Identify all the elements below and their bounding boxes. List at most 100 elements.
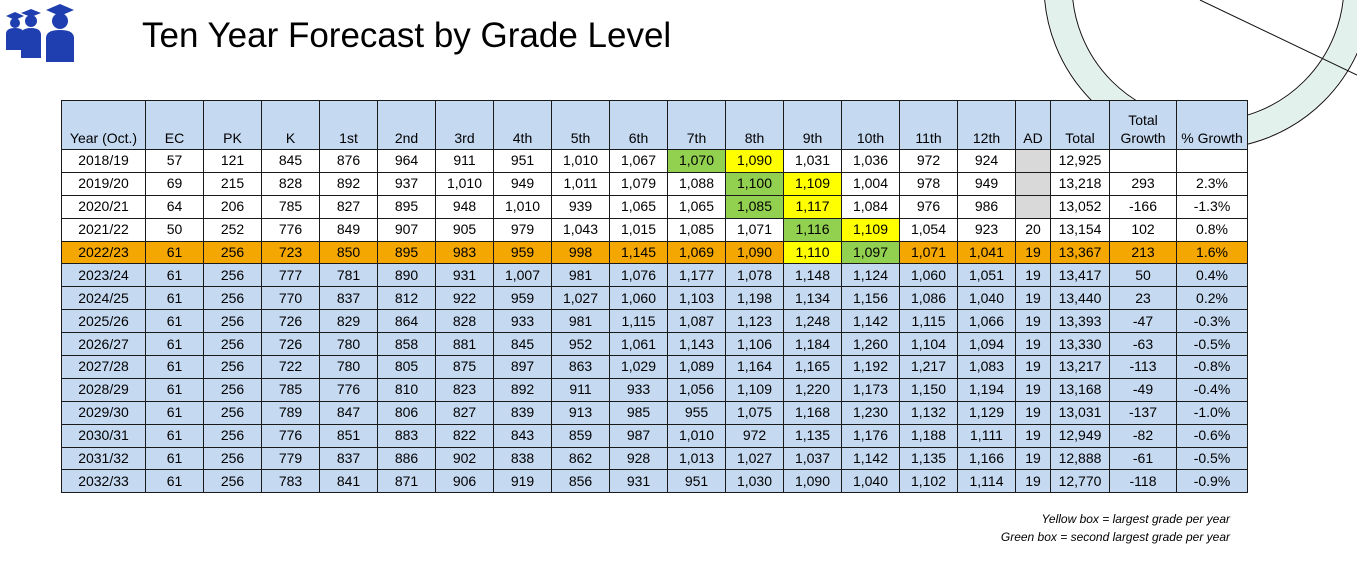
table-cell: 979 (493, 217, 552, 242)
table-cell: 983 (435, 240, 494, 265)
table-cell: 812 (377, 286, 436, 311)
table-cell: 806 (377, 400, 436, 425)
table-cell: 1,088 (667, 171, 726, 196)
table-cell: 50 (145, 217, 204, 242)
column-header: 12th (957, 100, 1016, 150)
table-cell: 256 (203, 286, 262, 311)
table-cell: 13,330 (1050, 332, 1110, 357)
table-cell: 837 (319, 446, 378, 471)
table-cell: 61 (145, 423, 204, 448)
table-cell: 951 (667, 469, 726, 494)
table-cell: 875 (435, 355, 494, 379)
table-cell: 121 (203, 149, 262, 173)
table-cell: 61 (145, 240, 204, 265)
table-cell: 1,198 (725, 286, 784, 311)
table-cell: 1,150 (899, 377, 958, 402)
table-cell (1015, 149, 1051, 173)
table-cell: 839 (493, 400, 552, 425)
column-header: K (261, 100, 320, 150)
table-cell: 1,117 (783, 194, 842, 219)
table-cell: 1,071 (899, 240, 958, 265)
table-cell: -0.8% (1176, 355, 1248, 379)
table-cell: 1,010 (667, 423, 726, 448)
table-cell: 1,145 (609, 240, 668, 265)
table-cell: 1,248 (783, 309, 842, 334)
table-cell: 1,013 (667, 446, 726, 471)
table-cell: 1,165 (783, 355, 842, 379)
table-cell: 1,054 (899, 217, 958, 242)
table-cell: 293 (1109, 171, 1177, 196)
table-row: 2024/25 61 256 770 837 812 922 959 1,027 1,060 1,1… (61, 286, 1248, 311)
table-cell: 1,106 (725, 332, 784, 357)
table-cell: 890 (377, 263, 436, 288)
table-cell: 780 (319, 355, 378, 379)
table-cell: 1,061 (609, 332, 668, 357)
table-cell: 1,132 (899, 400, 958, 425)
table-cell: 1,087 (667, 309, 726, 334)
table-cell: 952 (551, 332, 610, 357)
table-cell: 789 (261, 400, 320, 425)
table-cell: 0.8% (1176, 217, 1248, 242)
table-cell: 1,010 (551, 149, 610, 173)
table-cell (1176, 149, 1248, 173)
table-cell: 61 (145, 377, 204, 402)
table-cell: -118 (1109, 469, 1177, 494)
table-cell: 964 (377, 149, 436, 173)
column-header: EC (145, 100, 204, 150)
table-cell: 1,184 (783, 332, 842, 357)
table-row: 2022/23 61 256 723 850 895 983 959 998 1,145 1,069… (61, 240, 1248, 265)
table-cell: 256 (203, 309, 262, 334)
table-cell: 1,090 (725, 149, 784, 173)
table-cell: 20 (1015, 217, 1051, 242)
table-cell: 1,103 (667, 286, 726, 311)
table-cell: 206 (203, 194, 262, 219)
table-cell: 2029/30 (61, 400, 146, 425)
table-cell: 12,888 (1050, 446, 1110, 471)
column-header: Total Growth (1109, 100, 1177, 150)
table-row: 2031/32 61 256 779 837 886 902 838 862 928 1,013 1,… (61, 446, 1248, 471)
page-title: Ten Year Forecast by Grade Level (142, 16, 672, 55)
table-cell: 19 (1015, 263, 1051, 288)
table-cell: 1,051 (957, 263, 1016, 288)
table-cell: 939 (551, 194, 610, 219)
table-cell: 1,031 (783, 149, 842, 173)
table-cell: 1,060 (899, 263, 958, 288)
table-cell: 850 (319, 240, 378, 265)
table-cell: 1,173 (841, 377, 900, 402)
table-cell: 1,156 (841, 286, 900, 311)
table-cell: 959 (493, 286, 552, 311)
table-cell: 949 (957, 171, 1016, 196)
table-cell: 1,260 (841, 332, 900, 357)
table-cell: 1,085 (725, 194, 784, 219)
table-cell: 981 (551, 263, 610, 288)
table-cell: 1,230 (841, 400, 900, 425)
table-cell: 2019/20 (61, 171, 146, 196)
table-cell: 1,011 (551, 171, 610, 196)
table-cell: 2.3% (1176, 171, 1248, 196)
table-cell: 256 (203, 423, 262, 448)
table-cell: 1,076 (609, 263, 668, 288)
table-row: 2019/20 69 215 828 892 937 1,010 949 1,011 1,079 1… (61, 171, 1248, 196)
table-cell: 779 (261, 446, 320, 471)
table-cell: -0.5% (1176, 446, 1248, 471)
table-cell: 864 (377, 309, 436, 334)
table-cell: 256 (203, 240, 262, 265)
table-cell: 955 (667, 400, 726, 425)
table-cell: 1,086 (899, 286, 958, 311)
table-cell: 972 (899, 149, 958, 173)
table-cell: 1,015 (609, 217, 668, 242)
table-cell: 780 (319, 332, 378, 357)
column-header: % Growth (1176, 100, 1248, 150)
table-cell: 1,217 (899, 355, 958, 379)
table-cell: 1,176 (841, 423, 900, 448)
table-cell: 61 (145, 469, 204, 494)
table-cell: 892 (493, 377, 552, 402)
table-cell: 810 (377, 377, 436, 402)
table-cell: 1,056 (667, 377, 726, 402)
table-cell: 883 (377, 423, 436, 448)
table-cell: 13,168 (1050, 377, 1110, 402)
table-cell: 1,177 (667, 263, 726, 288)
table-cell: 1,065 (667, 194, 726, 219)
table-cell: 2026/27 (61, 332, 146, 357)
table-cell: 785 (261, 194, 320, 219)
